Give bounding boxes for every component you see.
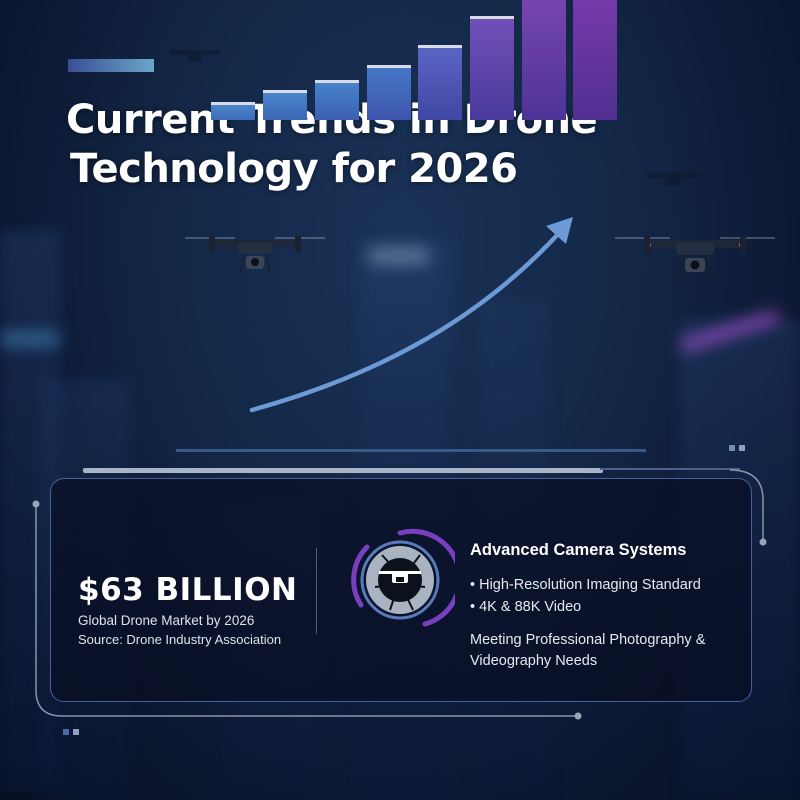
market-source: Source: Drone Industry Association — [78, 632, 282, 647]
market-label: Global Drone Market by 2026 — [78, 613, 255, 628]
chart-bar — [315, 80, 359, 120]
chart-bar — [263, 90, 307, 120]
drone-right-icon — [615, 236, 775, 281]
panel-top-line-right — [600, 468, 740, 470]
drone-distant-icon — [646, 173, 700, 186]
drone-distant-icon — [170, 50, 220, 62]
chart-bar — [418, 45, 462, 120]
decor-square — [729, 445, 735, 451]
chart-baseline — [176, 449, 646, 452]
chart-bar — [211, 102, 255, 120]
market-value: $63 BILLION — [78, 572, 298, 608]
camera-aperture-drone-icon — [351, 528, 455, 627]
drone-left-icon — [185, 236, 325, 274]
chart-bar — [522, 0, 566, 120]
chart-bar — [367, 65, 411, 120]
panel-top-line — [83, 468, 603, 473]
decor-square — [739, 445, 745, 451]
feature-bullet: 4K & 88K Video — [470, 599, 581, 615]
title-line-2: Technology for 2026 — [70, 146, 518, 192]
feature-note: Meeting Professional Photography & Video… — [470, 632, 706, 669]
feature-title: Advanced Camera Systems — [470, 541, 687, 559]
accent-bar — [68, 59, 154, 72]
decor-square — [73, 729, 79, 735]
decor-square — [63, 729, 69, 735]
growth-bar-chart — [176, 0, 646, 452]
panel-divider — [316, 548, 317, 634]
feature-bullet: High-Resolution Imaging Standard — [470, 577, 701, 593]
chart-bar — [573, 0, 617, 120]
chart-bar — [470, 16, 514, 120]
trend-arrow-icon — [249, 217, 573, 413]
